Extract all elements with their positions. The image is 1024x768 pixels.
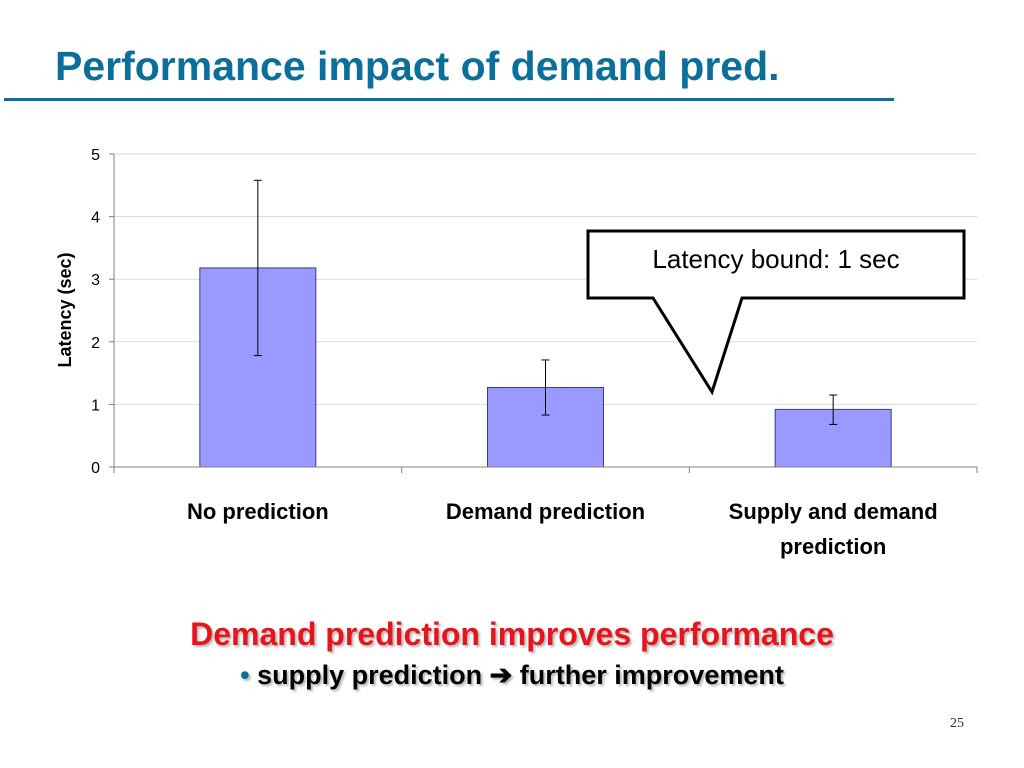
callout-shape: [586, 229, 966, 396]
axes: [109, 153, 978, 473]
bullet-line: • supply prediction ➔ further improvemen…: [0, 660, 1024, 691]
callout-text: Latency bound: 1 sec: [652, 244, 899, 274]
x-category-label: No prediction: [187, 499, 329, 524]
bullet-text-start: supply prediction: [257, 660, 483, 690]
x-category-label: Supply and demand prediction: [729, 499, 938, 559]
page-number: 25: [950, 716, 964, 731]
y-axis-ticks: 0 1 2 3 4 5: [91, 147, 100, 477]
x-axis-labels: No prediction Demand prediction Supply and…: [187, 499, 938, 559]
latency-bound-callout: Latency bound: 1 sec: [586, 229, 966, 396]
arrow-right-icon: ➔: [489, 660, 513, 690]
y-tick-label: 2: [91, 335, 100, 352]
bullet-dot: •: [240, 660, 250, 690]
bullet-text-end: further improvement: [519, 660, 784, 690]
error-bars: [253, 179, 838, 425]
y-tick-label: 4: [91, 210, 100, 227]
slide-title: Performance impact of demand pred.: [55, 43, 780, 89]
title-underline: [4, 98, 894, 101]
x-category-label-line: Supply and demand: [729, 499, 938, 524]
x-category-label: Demand prediction: [446, 499, 645, 524]
headline: Demand prediction improves performance: [190, 616, 834, 652]
x-category-label-line: No prediction: [187, 499, 329, 524]
x-category-label-line: prediction: [780, 534, 886, 559]
bar-chart: 0 1 2 3 4 5 No prediction Demand prediction Sup…: [55, 147, 978, 559]
y-tick-label: 5: [91, 147, 100, 164]
y-tick-label: 0: [91, 460, 100, 477]
y-axis-title: Latency (sec): [55, 252, 75, 367]
x-category-label-line: Demand prediction: [446, 499, 645, 524]
y-tick-label: 3: [91, 272, 100, 289]
y-tick-label: 1: [91, 397, 100, 414]
